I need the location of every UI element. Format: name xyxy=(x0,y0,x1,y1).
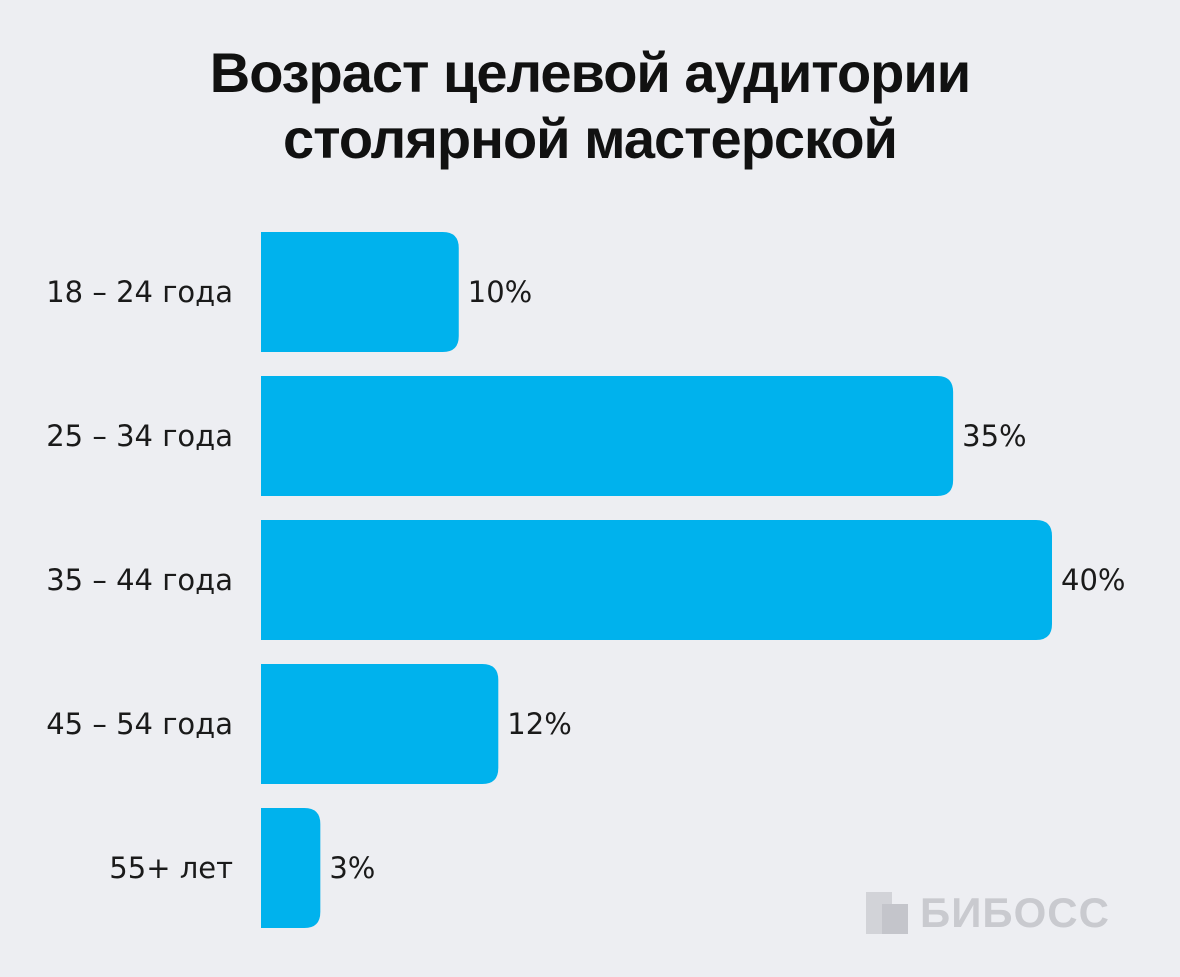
chart-title-line-2: столярной мастерской xyxy=(283,107,898,170)
bar-2 xyxy=(261,376,954,496)
bar-5 xyxy=(261,808,321,928)
bar-1 xyxy=(261,232,459,352)
biboss-logo-icon xyxy=(866,892,908,934)
value-label-4: 12% xyxy=(507,707,571,741)
category-label-5: 55+ лет xyxy=(109,851,233,885)
category-label-2: 25 – 34 года xyxy=(46,419,233,453)
bar-3 xyxy=(261,520,1052,640)
category-label-1: 18 – 24 года xyxy=(46,275,233,309)
value-label-5: 3% xyxy=(329,851,375,885)
brand-logo-text: БИБОСС xyxy=(920,889,1110,936)
brand-logo: БИБОСС xyxy=(866,889,1110,936)
value-label-1: 10% xyxy=(468,275,532,309)
category-label-4: 45 – 54 года xyxy=(46,707,233,741)
value-label-2: 35% xyxy=(962,419,1026,453)
category-label-3: 35 – 44 года xyxy=(46,563,233,597)
value-label-3: 40% xyxy=(1061,563,1125,597)
bar-4 xyxy=(261,664,499,784)
chart-title-line-1: Возраст целевой аудитории xyxy=(209,41,971,104)
chart-title: Возраст целевой аудитории столярной маст… xyxy=(0,40,1180,172)
